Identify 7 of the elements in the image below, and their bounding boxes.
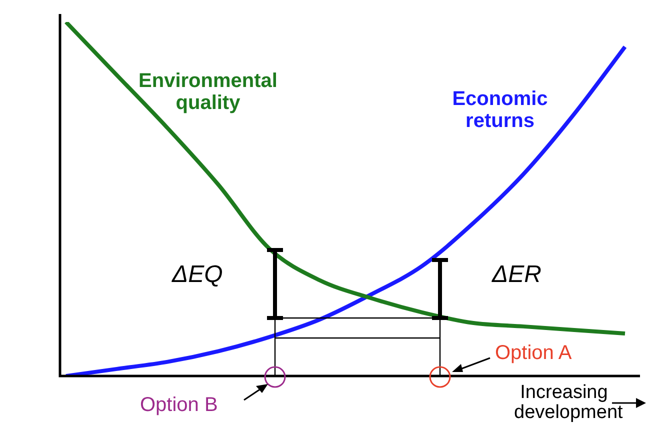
annotation: Option A [495, 342, 572, 364]
x-axis-title: Increasing development [514, 382, 623, 423]
annotation: ΔEQ [172, 261, 223, 288]
series-label: Environmental quality [138, 70, 278, 114]
series-label: Economic returns [451, 88, 549, 132]
annotation: ΔER [492, 261, 542, 288]
text: Option B [140, 394, 218, 416]
